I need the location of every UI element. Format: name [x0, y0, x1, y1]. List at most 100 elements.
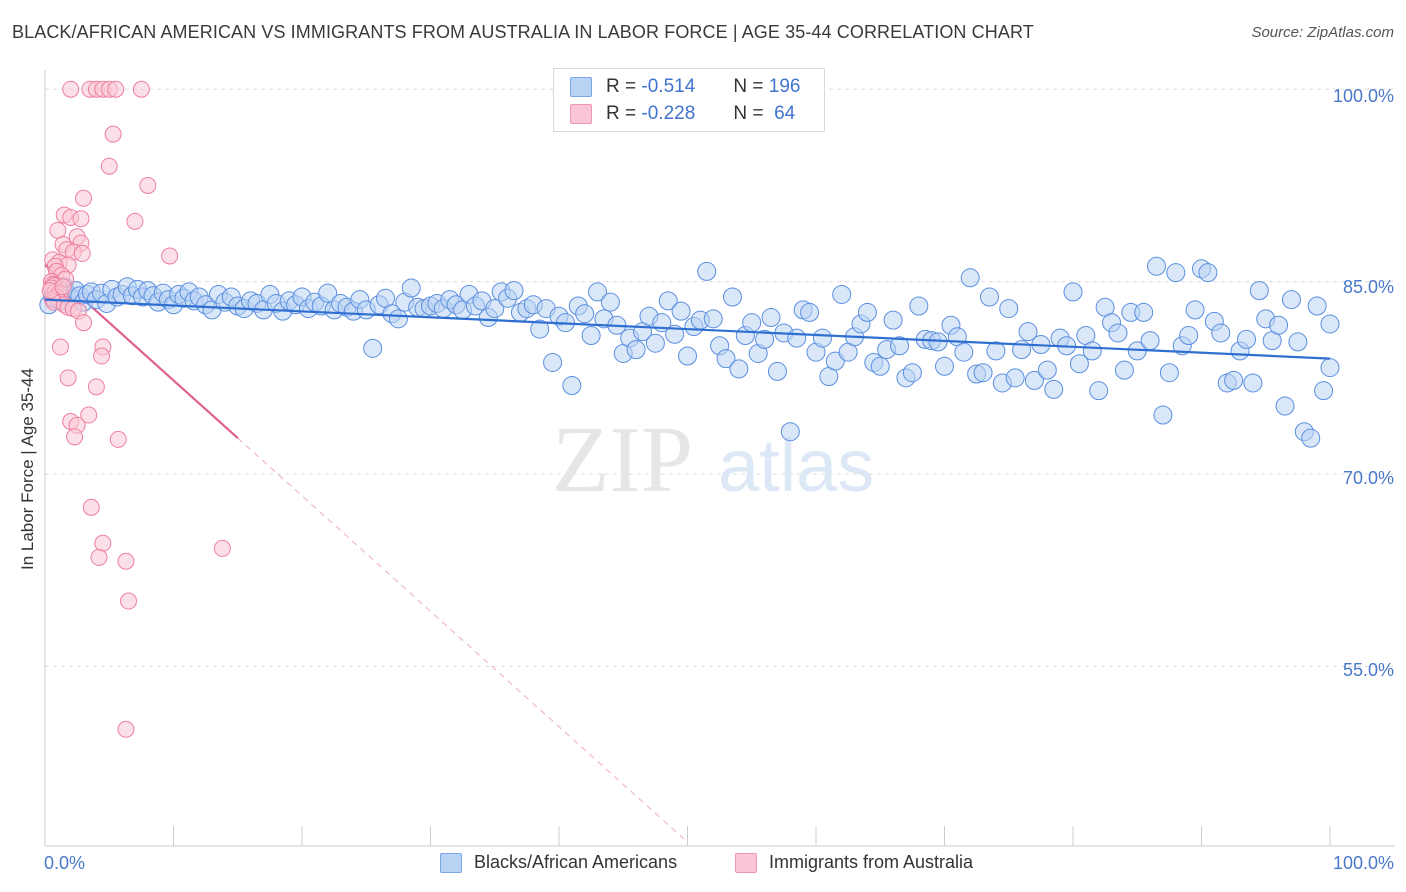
blue-point: [1211, 323, 1231, 343]
n-label: N =: [733, 76, 764, 97]
legend-blue-swatch: [440, 852, 462, 873]
legend-pink-label: Immigrants from Australia: [769, 852, 974, 872]
blue-point: [626, 340, 646, 360]
blue-point: [1005, 368, 1025, 388]
pink-point: [117, 720, 135, 738]
pink-point: [82, 498, 100, 516]
blue-point: [1243, 373, 1263, 393]
x-tick-label-max: 100.0%: [1332, 853, 1394, 873]
blue-point: [1320, 314, 1340, 334]
pink-point: [87, 378, 105, 396]
pink-point: [100, 157, 118, 175]
blue-point: [1114, 360, 1134, 380]
blue-point: [562, 376, 582, 396]
blue-point: [755, 329, 775, 349]
pink-points: [41, 80, 231, 738]
blue-point: [388, 309, 408, 329]
r-value-pink: -0.228: [641, 103, 696, 124]
blue-swatch: [570, 77, 592, 97]
blue-point: [1037, 360, 1057, 380]
pink-point: [139, 176, 157, 194]
pink-point: [120, 592, 138, 610]
pink-point: [104, 125, 122, 143]
blue-point: [363, 338, 383, 358]
pink-point: [75, 314, 93, 332]
pink-point: [117, 552, 135, 570]
blue-point: [543, 352, 563, 372]
blue-point: [1269, 315, 1289, 335]
y-tick-label: 100.0%: [1332, 86, 1394, 106]
blue-point: [1179, 326, 1199, 346]
y-tick-label: 85.0%: [1342, 277, 1394, 297]
blue-point: [935, 356, 954, 376]
blue-point: [1140, 331, 1160, 351]
blue-point: [1185, 300, 1205, 320]
blue-point: [697, 261, 717, 281]
blue-point: [530, 319, 550, 339]
stats-row-pink: R = -0.228 N = 64: [570, 102, 795, 126]
blue-point: [1166, 263, 1186, 283]
legend-pink-swatch: [735, 852, 757, 873]
blue-point: [780, 422, 800, 442]
pink-point: [161, 247, 179, 265]
blue-point: [999, 299, 1019, 319]
legend-item-pink[interactable]: Immigrants from Australia: [735, 852, 973, 873]
blue-point: [1134, 302, 1154, 322]
blue-point: [973, 363, 993, 383]
blue-point: [832, 284, 852, 304]
axes: [44, 70, 1395, 847]
blue-point: [1018, 322, 1038, 342]
blue-point: [1198, 263, 1218, 283]
blue-point: [1044, 379, 1064, 399]
pink-point: [94, 534, 112, 552]
pink-point: [107, 80, 125, 98]
pink-point: [126, 212, 144, 230]
blue-point: [600, 292, 620, 312]
blue-point: [1153, 405, 1173, 425]
pink-swatch: [570, 104, 592, 124]
blue-point: [678, 346, 697, 366]
blue-point: [767, 361, 787, 381]
blue-point: [1224, 370, 1244, 390]
blue-point: [1069, 354, 1089, 374]
blue-point: [1301, 428, 1321, 448]
blue-point: [401, 278, 421, 298]
blue-point: [658, 291, 678, 311]
blue-trend-line: [44, 298, 1331, 360]
y-tick-label: 70.0%: [1342, 468, 1394, 488]
pink-point: [80, 406, 98, 424]
pink-point: [73, 244, 91, 262]
blue-point: [588, 282, 608, 302]
blue-trend: [44, 298, 1331, 360]
legend-item-blue[interactable]: Blacks/African Americans: [440, 852, 677, 873]
r-value-blue: -0.514: [641, 76, 696, 97]
blue-points: [39, 256, 1340, 448]
blue-point: [318, 283, 338, 303]
blue-point: [1320, 358, 1340, 378]
blue-point: [575, 304, 595, 324]
blue-point: [1236, 329, 1256, 349]
pink-point: [54, 278, 72, 296]
x-tick-label-min: 0.0%: [44, 853, 86, 873]
blue-point: [1288, 332, 1308, 352]
blue-point: [716, 349, 736, 369]
blue-point: [1281, 290, 1301, 310]
y-tick-label: 55.0%: [1342, 660, 1394, 680]
blue-point: [1314, 381, 1334, 401]
blue-point: [1082, 341, 1102, 361]
blue-point: [729, 359, 749, 379]
blue-point: [812, 328, 832, 348]
blue-point: [1089, 381, 1109, 401]
n-value-pink: 64: [774, 103, 796, 124]
chart-title: BLACK/AFRICAN AMERICAN VS IMMIGRANTS FRO…: [12, 22, 1034, 42]
blue-point: [954, 342, 974, 362]
blue-point: [485, 299, 505, 319]
blue-point: [722, 287, 742, 307]
blue-point: [645, 333, 665, 353]
legend-blue-label: Blacks/African Americans: [474, 852, 678, 872]
pink-point: [93, 347, 111, 365]
watermark-zip: ZIP: [552, 408, 693, 512]
blue-point: [1108, 323, 1128, 343]
pink-point: [66, 428, 84, 446]
blue-point: [742, 313, 762, 333]
